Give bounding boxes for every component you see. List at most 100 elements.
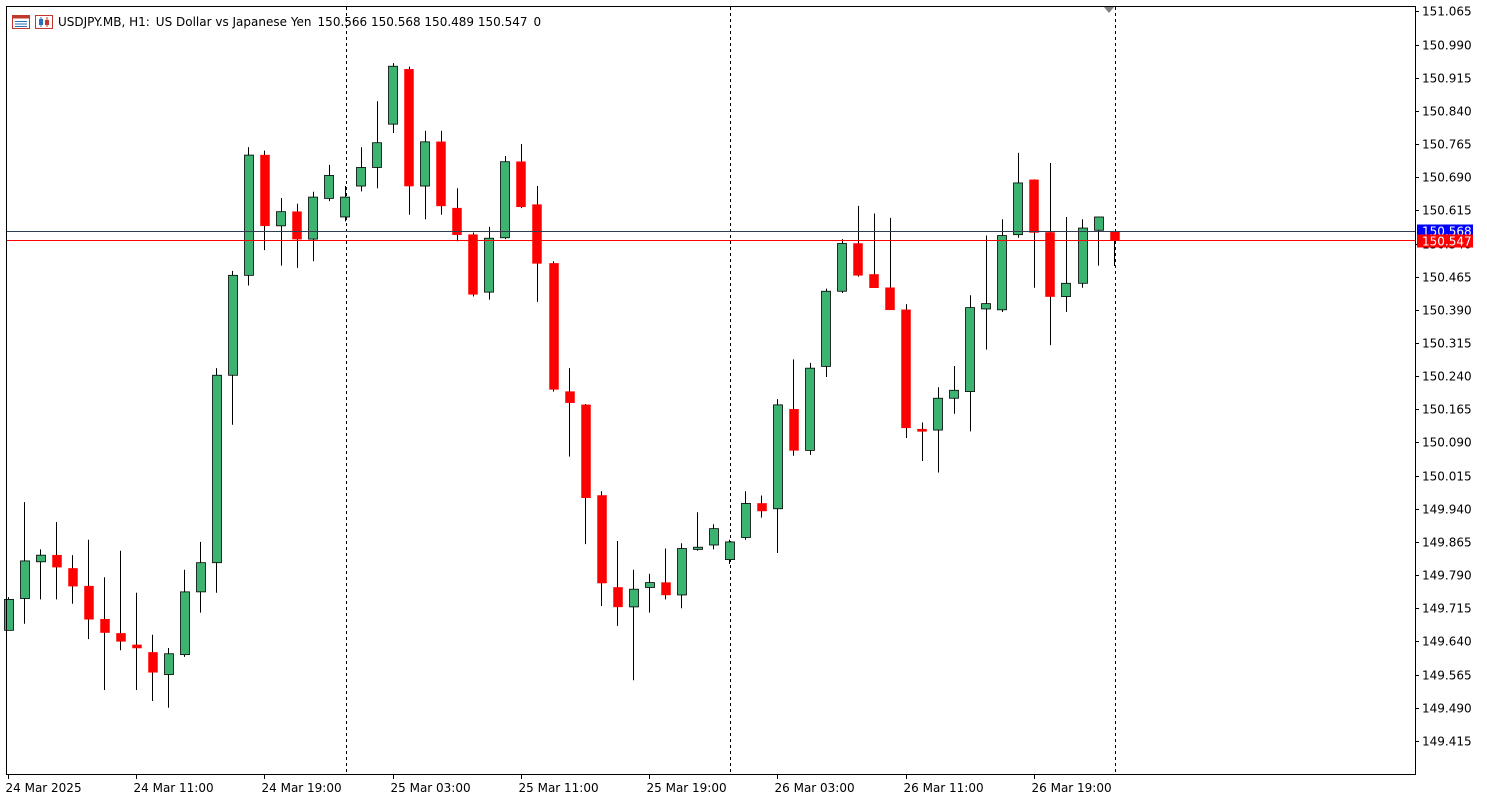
y-tick-label-11: 150.240 [1422,370,1472,384]
candle-body-66 [1061,282,1071,297]
y-tick-label-5: 150.690 [1422,171,1472,185]
candle-body-16 [260,154,270,227]
candle-59 [949,365,959,414]
candle-body-55 [885,287,895,311]
candle-body-9 [148,652,158,673]
time-axis[interactable]: 24 Mar 2025 24 Mar 11:00 24 Mar 19:00 25 Ma… [6,774,1112,795]
symbol-description: US Dollar vs Japanese Yen [155,15,312,29]
candle-body-28 [452,207,462,235]
header-extra-value: 0 [533,15,542,29]
candle-body-53 [853,243,863,276]
candle-10 [164,648,174,708]
day-separators [346,7,1116,774]
candlestick-chart-icon[interactable] [35,14,53,30]
candle-body-10 [164,653,174,675]
candle-54 [869,213,879,288]
candle-body-45 [725,541,735,560]
bid-price-tag [1417,234,1473,248]
candle-body-40 [645,582,655,588]
candle-49 [789,359,799,456]
price-axis[interactable]: 151.065 150.990 150.915 150.840 150.765 150.6… [1415,5,1472,749]
candle-body-12 [196,562,206,593]
candle-body-24 [388,65,398,125]
candle-body-61 [981,303,991,310]
candle-body-4 [68,568,78,587]
candle-body-15 [244,154,254,276]
y-tick-label-19: 149.640 [1422,635,1472,649]
candle-13 [212,368,222,593]
candle-body-62 [997,235,1007,311]
y-tick-label-0: 151.065 [1422,5,1472,19]
candle-body-22 [356,167,366,187]
candle-body-17 [276,211,286,227]
candle-65 [1045,163,1055,346]
candle-66 [1061,216,1071,313]
candle-8 [132,592,142,691]
candle-43 [693,512,703,551]
candle-44 [709,524,719,550]
x-tick-label-5: 25 Mar 19:00 [647,781,727,795]
x-tick-label-7: 26 Mar 11:00 [904,781,984,795]
candle-56 [901,304,911,439]
candle-body-29 [468,234,478,295]
candle-body-54 [869,274,879,288]
candle-18 [292,203,302,268]
candle-48 [773,399,783,553]
candle-11 [180,569,190,657]
candle-61 [981,235,991,350]
candle-64 [1029,179,1039,288]
candle-62 [997,219,1007,313]
x-tick-label-8: 26 Mar 19:00 [1032,781,1112,795]
candle-body-14 [228,274,238,376]
candle-body-43 [693,546,703,550]
candle-body-13 [212,374,222,564]
candle-body-50 [805,367,815,451]
candle-body-46 [741,503,751,538]
candle-body-27 [436,141,446,207]
candle-39 [629,569,639,681]
candle-37 [597,491,607,607]
x-tick-label-1: 24 Mar 11:00 [134,781,214,795]
y-tick-label-2: 150.915 [1422,72,1472,86]
y-tick-label-21: 149.490 [1422,702,1472,716]
candle-9 [148,634,158,702]
candle-body-51 [821,290,831,367]
y-tick-label-15: 149.940 [1422,503,1472,517]
shift-marker-icon[interactable] [1104,7,1114,13]
candle-60 [965,295,975,432]
candle-body-42 [677,548,687,596]
candle-2 [36,549,46,600]
candle-body-32 [516,161,526,208]
y-tick-label-20: 149.565 [1422,669,1472,683]
candle-12 [196,541,206,613]
candle-body-47 [757,503,767,512]
candle-body-67 [1078,227,1088,284]
ohlc-values: 150.566 150.568 150.489 150.547 [317,15,528,29]
candle-36 [581,403,591,545]
candle-38 [613,541,623,626]
candle-5 [84,539,94,640]
candle-body-2 [36,554,46,563]
candle-body-19 [308,196,318,240]
candle-15 [244,147,254,286]
candle-27 [436,130,446,215]
candle-68 [1094,216,1104,266]
plot-frame [6,6,1416,775]
candle-body-7 [116,633,126,642]
candle-body-65 [1045,232,1055,297]
candle-42 [677,543,687,609]
candle-body-34 [549,263,559,390]
y-tick-label-12: 150.165 [1422,403,1472,417]
candle-53 [853,205,863,277]
candle-body-57 [917,428,927,432]
candle-body-3 [52,554,62,568]
list-window-icon[interactable] [12,14,30,30]
candle-body-8 [132,644,142,649]
y-tick-label-9: 150.390 [1422,304,1472,318]
candle-body-35 [565,391,575,403]
candle-47 [757,495,767,518]
y-tick-label-1: 150.990 [1422,39,1472,53]
candle-body-6 [100,619,110,633]
